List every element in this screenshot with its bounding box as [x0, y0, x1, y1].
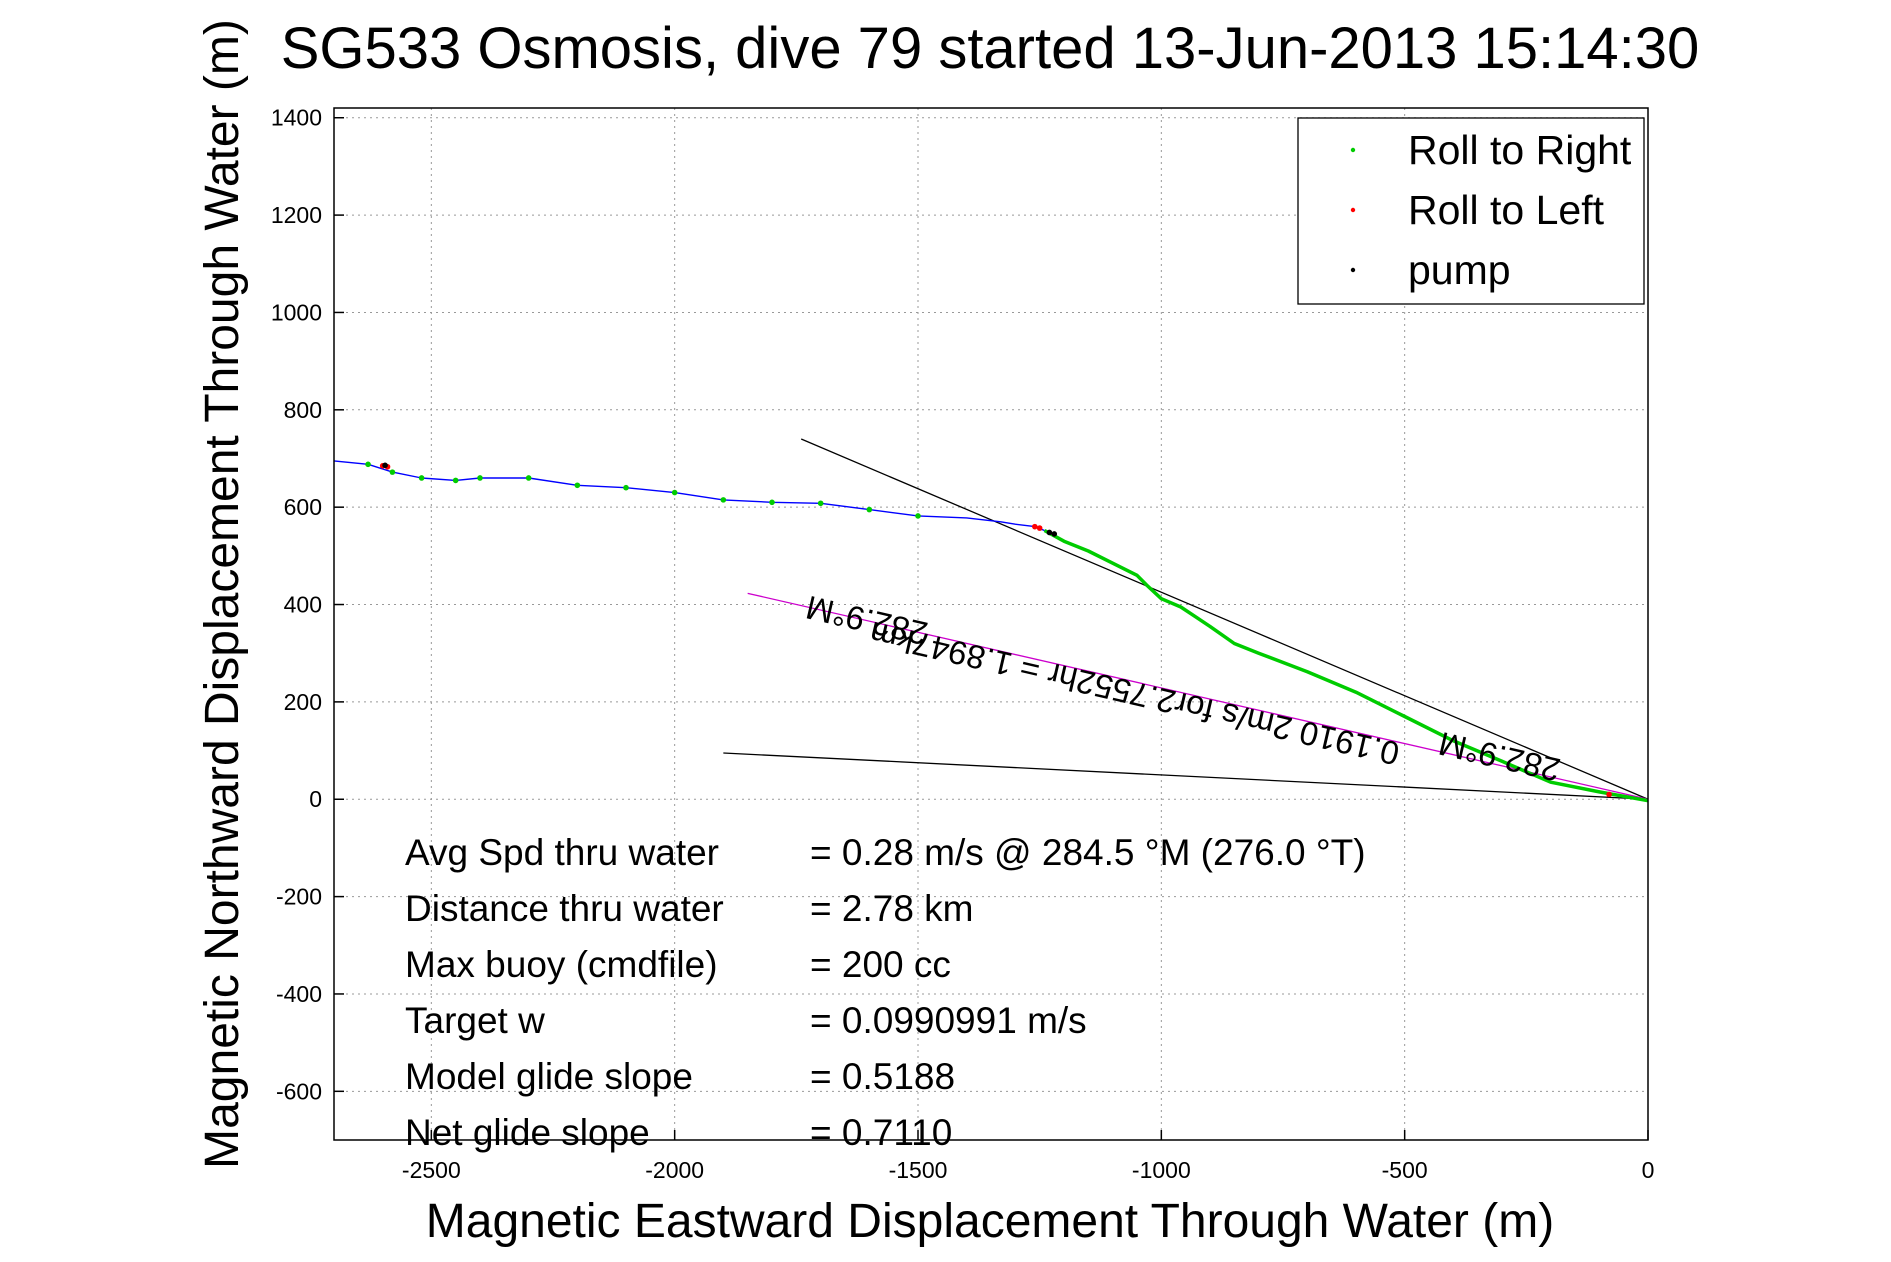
legend: Roll to Right Roll to Left pump [1297, 117, 1645, 305]
legend-label: pump [1408, 247, 1511, 293]
roll-right-point [671, 489, 678, 496]
y-tick-label: -400 [276, 981, 322, 1007]
roll-right-point [769, 499, 775, 506]
roll-right-point [866, 506, 873, 513]
roll-right-point [418, 475, 425, 481]
y-tick-label: 800 [284, 397, 322, 423]
roll-right-track-line [1043, 528, 1649, 803]
x-tick-label: 0 [1642, 1157, 1655, 1183]
axis-ticks: -2500 -2000 -1500 -1000 -500 0140012001000800… [271, 105, 1655, 1183]
legend-marker [1350, 207, 1356, 213]
annotations: 282.9°M 0.1910 2m/s for2.7552hr = 1.8947k… [802, 589, 1563, 789]
y-tick-label: -200 [276, 884, 322, 910]
roll-right-point [389, 469, 396, 475]
roll-right-point [365, 461, 371, 468]
y-tick-label: 1400 [271, 105, 322, 131]
stat-label: Model glide slope [405, 1056, 693, 1097]
roll-right-point [817, 500, 824, 507]
grid [334, 108, 1648, 1140]
roll-right-point [525, 475, 532, 481]
y-tick-label: 400 [284, 592, 322, 618]
roll-left-point [1032, 523, 1038, 530]
stats-block: Avg Spd thru water = 0.28 m/s @ 284.5 °M … [405, 832, 1366, 1153]
roll-left-point [1036, 525, 1043, 531]
stat-value: = 0.28 m/s @ 284.5 °M (276.0 °T) [810, 832, 1366, 873]
reference-lines [723, 438, 1649, 800]
stat-label: Avg Spd thru water [405, 832, 719, 873]
stat-label: Net glide slope [405, 1112, 650, 1153]
legend-label: Roll to Left [1408, 187, 1605, 233]
upper-heading-line [800, 438, 1649, 800]
stat-value: = 200 cc [810, 944, 951, 985]
x-tick-label: -2500 [402, 1157, 461, 1183]
y-tick-label: 200 [284, 689, 322, 715]
legend-marker [1350, 147, 1356, 153]
y-tick-label: 600 [284, 494, 322, 520]
lower-heading-line [723, 752, 1649, 800]
track-line [333, 460, 1045, 532]
roll-right-point [915, 513, 921, 519]
pump-point [382, 462, 388, 469]
legend-marker [1350, 267, 1356, 273]
legend-label: Roll to Right [1408, 127, 1632, 173]
track-points [365, 461, 1612, 798]
stat-value: = 0.5188 [810, 1056, 955, 1097]
x-tick-label: -500 [1382, 1157, 1428, 1183]
legend-box [1297, 117, 1645, 305]
pump-point [1051, 531, 1058, 537]
x-tick-label: -2000 [645, 1157, 704, 1183]
roll-right-point [623, 484, 629, 491]
model-heading-line [747, 592, 1649, 800]
track [333, 460, 1649, 803]
pump-point [1046, 529, 1053, 536]
heading-annotation-2: 0.1910 2m/s for2.7552hr = 1.8947km [866, 615, 1403, 773]
y-axis-label: Magnetic Northward Displacement Through … [196, 19, 249, 1169]
plot-frame [333, 107, 1649, 1141]
y-tick-label: 0 [309, 786, 322, 812]
stat-value: = 0.0990991 m/s [810, 1000, 1087, 1041]
heading-annotation-3: 282.9°M [1435, 725, 1563, 789]
y-tick-label: 1000 [271, 299, 322, 325]
roll-left-point [1606, 791, 1612, 798]
roll-right-point [720, 497, 727, 503]
y-tick-label: -600 [276, 1078, 322, 1104]
stat-value: = 2.78 km [810, 888, 974, 929]
x-axis-label: Magnetic Eastward Displacement Through W… [426, 1195, 1554, 1248]
roll-right-point [574, 482, 581, 489]
stat-value: = 0.7110 [810, 1112, 952, 1153]
x-tick-label: -1500 [889, 1157, 948, 1183]
stat-label: Max buoy (cmdfile) [405, 944, 718, 985]
chart-title: SG533 Osmosis, dive 79 started 13-Jun-20… [281, 16, 1700, 81]
stat-label: Distance thru water [405, 888, 724, 929]
roll-right-point [452, 477, 459, 484]
y-tick-label: 1200 [271, 202, 322, 228]
roll-right-point [477, 475, 483, 481]
x-tick-label: -1000 [1132, 1157, 1191, 1183]
stat-label: Target w [405, 1000, 545, 1041]
